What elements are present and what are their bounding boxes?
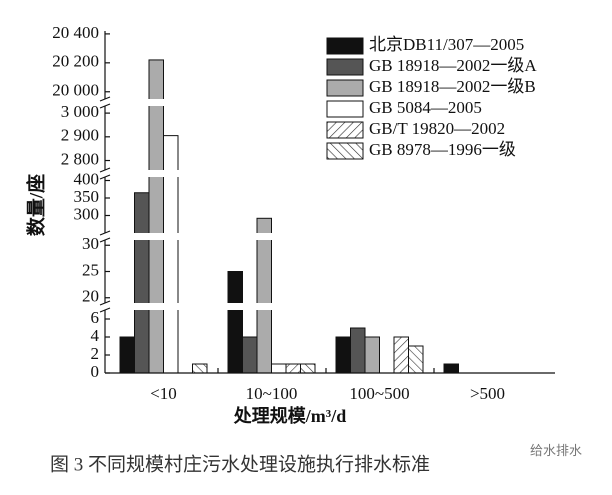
y-tick-label: 20 [82,287,99,306]
axis-break [99,170,557,177]
legend-swatch [326,142,364,160]
y-tick-label: 20 000 [52,81,99,100]
legend-label: GB 8978—1996一级 [369,140,516,159]
bar [443,363,459,374]
y-tick-label: 400 [74,169,100,188]
caption: 图 3 不同规模村庄污水处理设施执行排水标准 [50,453,430,475]
bar [134,192,150,374]
bar [408,345,424,374]
bar [271,363,287,374]
legend-swatch [326,79,364,97]
legend-label: GB 18918—2002一级A [369,56,537,75]
legend-swatch [326,121,364,139]
y-tick-label: 20 400 [52,23,99,42]
y-axis-label: 数量/座 [24,174,47,236]
watermark: 给水排水 [530,443,582,458]
legend-swatch [326,100,364,118]
y-tick-label: 4 [91,326,100,345]
bar [350,327,366,374]
bar [300,363,316,374]
bar [148,59,164,374]
bar [364,336,380,374]
bar [256,217,272,374]
y-tick-label: 30 [82,234,99,253]
y-tick-label: 6 [91,308,100,327]
y-tick-label: 2 [91,344,100,363]
x-tick-label: <10 [150,384,177,403]
axis-break [99,233,557,240]
y-tick-label: 20 200 [52,52,99,71]
legend-label: GB 5084—2005 [369,98,482,117]
y-tick-label: 0 [91,362,100,381]
legend-swatch [326,37,364,55]
bar [335,336,351,374]
legend-box [325,36,587,166]
x-tick-label: 100~500 [349,384,409,403]
y-tick-label: 350 [74,187,100,206]
bar [285,363,301,374]
bar [393,336,409,374]
bar [227,271,243,374]
y-tick-label: 2 900 [61,126,99,145]
y-tick-label: 3 000 [61,102,99,121]
y-tick-label: 300 [74,204,100,223]
legend-label: GB 18918—2002一级B [369,77,536,96]
y-tick-label: 2 800 [61,149,99,168]
legend-label: GB/T 19820—2002 [369,119,505,138]
bar [192,363,208,374]
legend-label: 北京DB11/307—2005 [369,35,524,54]
y-tick-label: 25 [82,260,99,279]
x-tick-label: >500 [470,384,505,403]
x-tick-label: 10~100 [246,384,298,403]
legend-swatch [326,58,364,76]
bar [119,336,135,374]
x-axis-label: 处理规模/m³/d [233,405,346,426]
bar [242,336,258,374]
axis-break [99,303,557,310]
